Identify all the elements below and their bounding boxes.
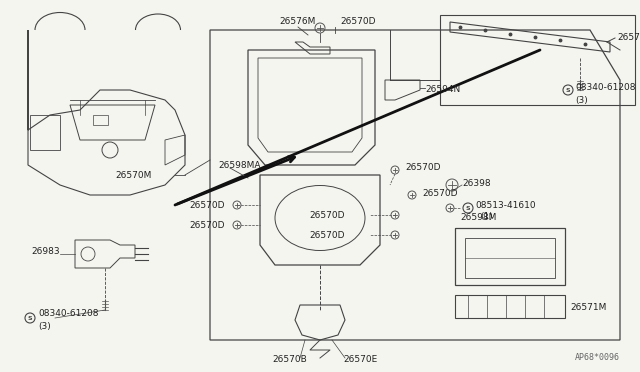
Text: 26570D: 26570D	[422, 189, 458, 198]
Text: 26570E: 26570E	[343, 356, 377, 365]
Text: 26570MA: 26570MA	[617, 33, 640, 42]
Text: (3): (3)	[575, 96, 588, 105]
Text: 26570B: 26570B	[273, 356, 307, 365]
Text: 26576M: 26576M	[280, 17, 316, 26]
Text: S: S	[466, 205, 470, 211]
Text: S: S	[28, 315, 32, 321]
Text: 26594N: 26594N	[425, 86, 460, 94]
Text: S: S	[566, 87, 570, 93]
Text: 26570D: 26570D	[310, 211, 345, 219]
Text: 26570D: 26570D	[189, 221, 225, 230]
Text: (1): (1)	[480, 212, 493, 221]
Text: 26571M: 26571M	[570, 302, 606, 311]
Text: AP68*0096: AP68*0096	[575, 353, 620, 362]
Text: 26398: 26398	[462, 179, 491, 187]
Text: 26570D: 26570D	[189, 201, 225, 209]
Text: 08340-61208: 08340-61208	[575, 83, 636, 93]
Text: 08340-61208: 08340-61208	[38, 310, 99, 318]
Text: 26570M: 26570M	[115, 170, 152, 180]
Text: 26570D: 26570D	[340, 17, 376, 26]
Text: 26598M: 26598M	[460, 213, 497, 222]
Text: (3): (3)	[38, 321, 51, 330]
Text: 26570D: 26570D	[310, 231, 345, 240]
Text: 26983: 26983	[31, 247, 60, 257]
Text: 26570D: 26570D	[405, 164, 440, 173]
Text: 26598MA: 26598MA	[218, 160, 260, 170]
Text: 08513-41610: 08513-41610	[475, 201, 536, 209]
